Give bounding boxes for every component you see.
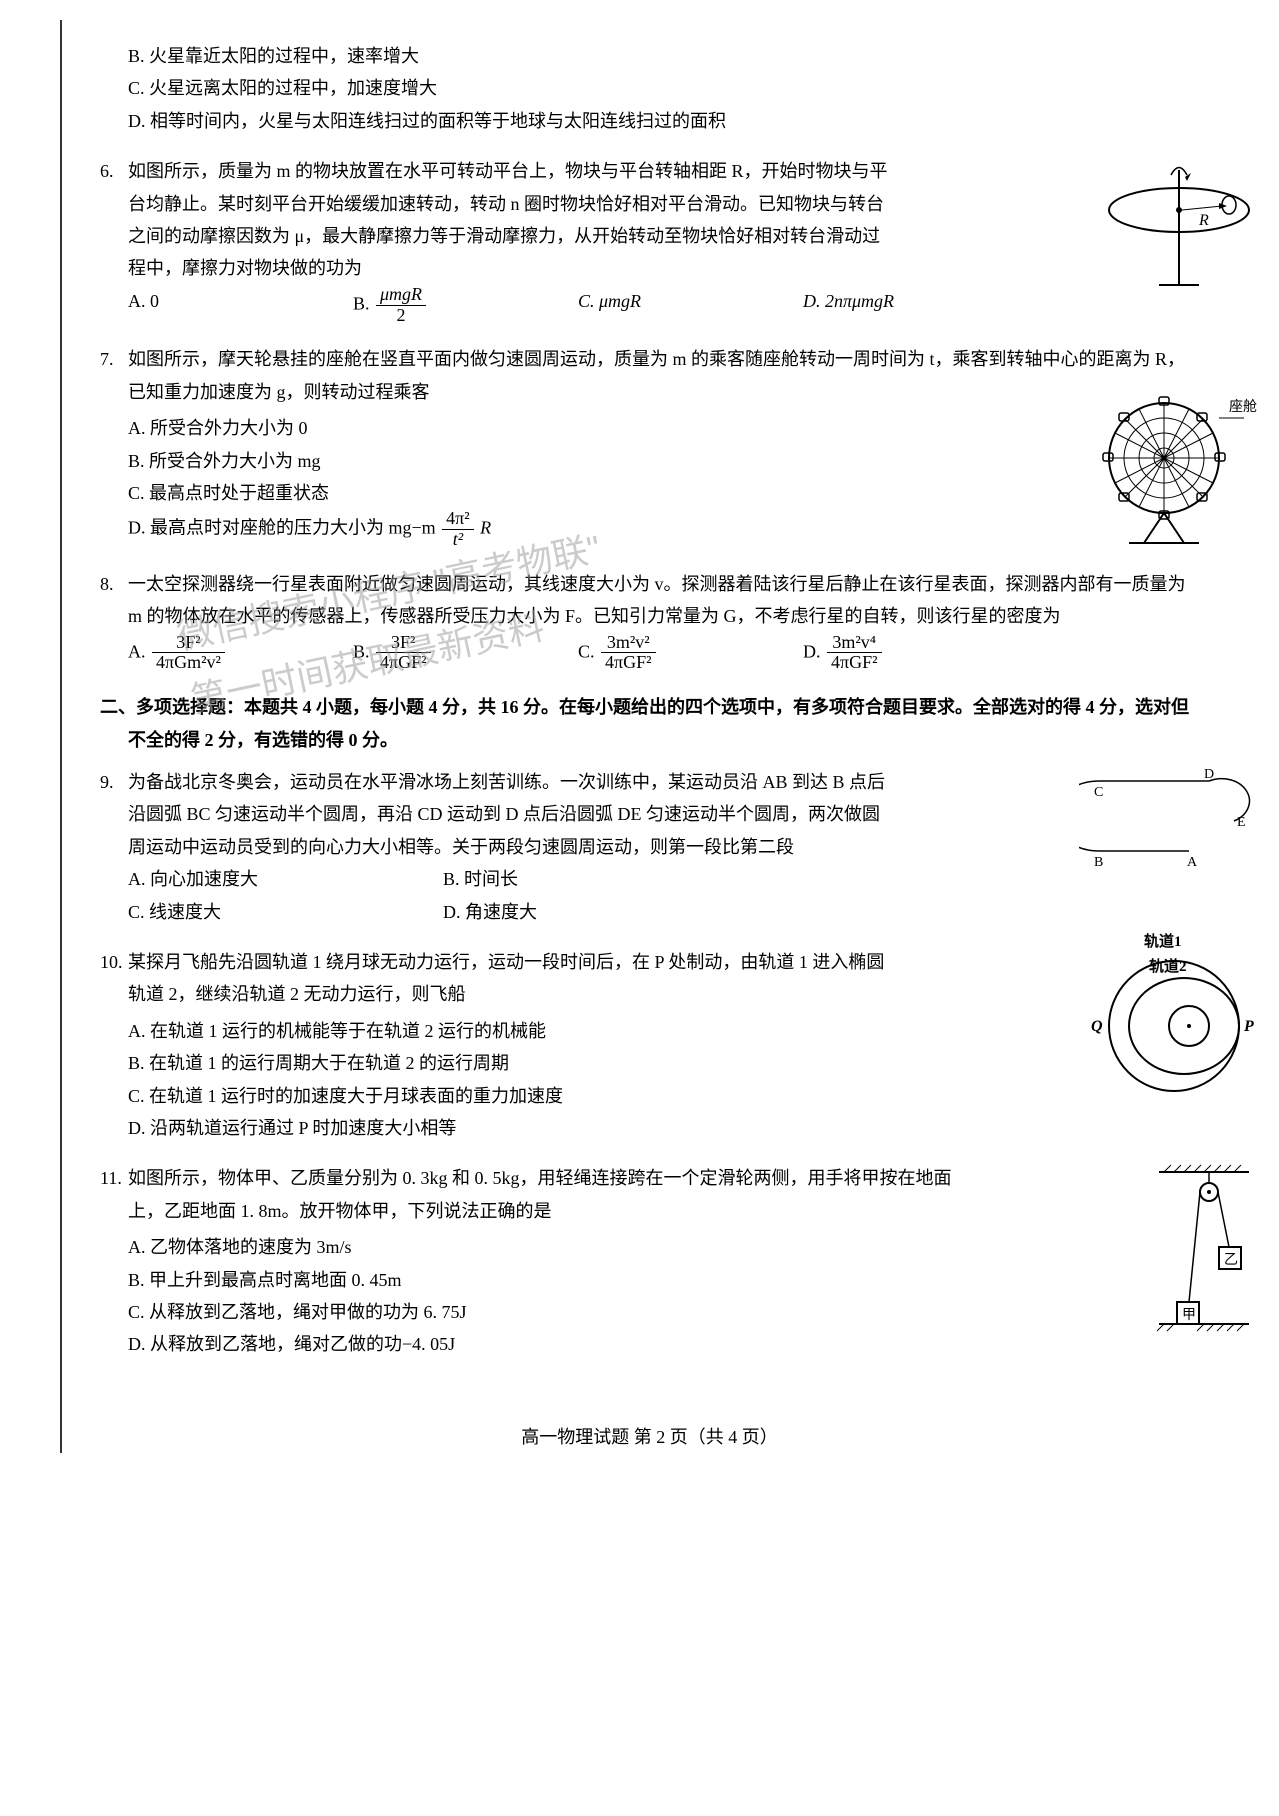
q8-optc-num: 3m²v²: [601, 633, 656, 654]
q9-option-d: D. 角速度大: [443, 896, 758, 928]
q8-number: 8.: [100, 568, 114, 600]
q9-fig-B: B: [1094, 855, 1103, 870]
q10-option-d: D. 沿两轨道运行通过 P 时加速度大小相等: [128, 1112, 1199, 1144]
q8-optd-frac: 3m²v⁴ 4πGF²: [827, 633, 882, 674]
q8-optd-den: 4πGF²: [827, 653, 882, 673]
q8-optb-frac: 3F² 4πGF²: [376, 633, 431, 674]
q10-figure: 轨道1 轨道2 Q P: [1089, 926, 1259, 1116]
q10-option-c: C. 在轨道 1 运行时的加速度大于月球表面的重力加速度: [128, 1080, 1199, 1112]
q8-optc-frac: 3m²v² 4πGF²: [601, 633, 656, 674]
q6-optb-num: μmgR: [376, 285, 426, 306]
q11-fig-yi: 乙: [1224, 1252, 1238, 1268]
q8-optb-den: 4πGF²: [376, 653, 431, 673]
q7-optd-post: R: [480, 518, 491, 538]
q11-number: 11.: [100, 1162, 122, 1194]
q6-optb-pre: B.: [353, 293, 374, 313]
q10-fig-P: P: [1243, 1018, 1254, 1035]
q7-number: 7.: [100, 343, 114, 375]
q8-option-b: B. 3F² 4πGF²: [353, 633, 578, 674]
question-10: 10. 某探月飞船先沿圆轨道 1 绕月球无动力运行，运动一段时间后，在 P 处制…: [100, 946, 1199, 1144]
q9-text: 为备战北京冬奥会，运动员在水平滑冰场上刻苦训练。一次训练中，某运动员沿 AB 到…: [128, 766, 888, 863]
question-8: 8. 一太空探测器绕一行星表面附近做匀速圆周运动，其线速度大小为 v。探测器着陆…: [100, 568, 1199, 673]
q7-fig-label: 座舱: [1229, 399, 1257, 415]
q9-option-b: B. 时间长: [443, 863, 758, 895]
q6-optb-frac: μmgR 2: [376, 285, 426, 326]
q9-option-a: A. 向心加速度大: [128, 863, 443, 895]
q6-number: 6.: [100, 155, 114, 187]
q8-optc-den: 4πGF²: [601, 653, 656, 673]
q10-text: 某探月飞船先沿圆轨道 1 绕月球无动力运行，运动一段时间后，在 P 处制动，由轨…: [128, 946, 888, 1011]
q10-option-a: A. 在轨道 1 运行的机械能等于在轨道 2 运行的机械能: [128, 1015, 1199, 1047]
q8-optd-pre: D.: [803, 641, 825, 661]
question-11: 11. 如图所示，物体甲、乙质量分别为 0. 3kg 和 0. 5kg，用轻绳连…: [100, 1162, 1199, 1360]
q8-opta-frac: 3F² 4πGm²v²: [152, 633, 225, 674]
q7-optd-pre: D. 最高点时对座舱的压力大小为 mg−m: [128, 518, 436, 538]
q6-option-c: C. μmgR: [578, 285, 803, 326]
question-9: 9. 为备战北京冬奥会，运动员在水平滑冰场上刻苦训练。一次训练中，某运动员沿 A…: [100, 766, 1199, 928]
q7-text: 如图所示，摩天轮悬挂的座舱在竖直平面内做匀速圆周运动，质量为 m 的乘客随座舱转…: [128, 343, 1199, 408]
q9-fig-A: A: [1187, 855, 1198, 870]
q11-option-d: D. 从释放到乙落地，绳对乙做的功−4. 05J: [128, 1328, 1199, 1360]
q7-option-d: D. 最高点时对座舱的压力大小为 mg−m 4π² t² R: [128, 509, 1199, 550]
q6-optb-den: 2: [376, 306, 426, 326]
q8-optb-num: 3F²: [376, 633, 431, 654]
q10-fig-Q: Q: [1091, 1018, 1103, 1035]
q9-number: 9.: [100, 766, 114, 798]
q6-text: 如图所示，质量为 m 的物块放置在水平可转动平台上，物块与平台转轴相距 R，开始…: [128, 155, 888, 285]
q10-number: 10.: [100, 946, 123, 978]
q8-optd-num: 3m²v⁴: [827, 633, 882, 654]
q9-fig-D: D: [1204, 767, 1214, 782]
q8-option-a: A. 3F² 4πGm²v²: [128, 633, 353, 674]
q9-option-c: C. 线速度大: [128, 896, 443, 928]
q8-text: 一太空探测器绕一行星表面附近做匀速圆周运动，其线速度大小为 v。探测器着陆该行星…: [128, 568, 1199, 633]
q6-fig-label-R: R: [1198, 212, 1209, 229]
question-6: 6. 如图所示，质量为 m 的物块放置在水平可转动平台上，物块与平台转轴相距 R…: [100, 155, 1199, 325]
q5-option-b: B. 火星靠近太阳的过程中，速率增大: [128, 40, 1199, 72]
q7-option-c: C. 最高点时处于超重状态: [128, 477, 1199, 509]
q11-option-a: A. 乙物体落地的速度为 3m/s: [128, 1231, 1199, 1263]
q8-opta-pre: A.: [128, 641, 150, 661]
q7-optd-den: t²: [442, 530, 473, 550]
q9-fig-E: E: [1237, 815, 1246, 830]
q6-option-d: D. 2nπμmgR: [803, 285, 1028, 326]
q7-option-b: B. 所受合外力大小为 mg: [128, 445, 1199, 477]
q11-text: 如图所示，物体甲、乙质量分别为 0. 3kg 和 0. 5kg，用轻绳连接跨在一…: [128, 1162, 968, 1227]
q11-fig-jia: 甲: [1182, 1308, 1196, 1323]
q5-option-d: D. 相等时间内，火星与太阳连线扫过的面积等于地球与太阳连线扫过的面积: [128, 105, 1199, 137]
page-footer: 高一物理试题 第 2 页（共 4 页）: [100, 1421, 1199, 1453]
q7-figure: 座舱: [1089, 383, 1259, 563]
question-7: 7. 如图所示，摩天轮悬挂的座舱在竖直平面内做匀速圆周运动，质量为 m 的乘客随…: [100, 343, 1199, 550]
q7-optd-num: 4π²: [442, 509, 473, 530]
q8-opta-den: 4πGm²v²: [152, 653, 225, 673]
section-2-header: 二、多项选择题：本题共 4 小题，每小题 4 分，共 16 分。在每小题给出的四…: [128, 691, 1199, 756]
q11-option-c: C. 从释放到乙落地，绳对甲做的功为 6. 75J: [128, 1296, 1199, 1328]
q9-figure: C D E B A: [1079, 766, 1259, 886]
q7-option-a: A. 所受合外力大小为 0: [128, 412, 1199, 444]
q6-option-a: A. 0: [128, 285, 353, 326]
q10-fig-orbit1: 轨道1: [1144, 932, 1182, 950]
q8-opta-num: 3F²: [152, 633, 225, 654]
q8-optc-pre: C.: [578, 641, 599, 661]
question-5-continuation: B. 火星靠近太阳的过程中，速率增大 C. 火星远离太阳的过程中，加速度增大 D…: [100, 40, 1199, 137]
q11-figure: 乙 甲: [1139, 1162, 1259, 1342]
page-left-margin-line: [60, 20, 62, 1453]
q10-fig-orbit2: 轨道2: [1149, 957, 1187, 975]
q8-option-d: D. 3m²v⁴ 4πGF²: [803, 633, 1028, 674]
q8-optb-pre: B.: [353, 641, 374, 661]
q6-option-b: B. μmgR 2: [353, 285, 578, 326]
q9-fig-C: C: [1094, 785, 1103, 800]
q7-optd-frac: 4π² t²: [442, 509, 473, 550]
q6-figure: R: [1099, 155, 1259, 305]
q8-option-c: C. 3m²v² 4πGF²: [578, 633, 803, 674]
q11-option-b: B. 甲上升到最高点时离地面 0. 45m: [128, 1264, 1199, 1296]
q5-option-c: C. 火星远离太阳的过程中，加速度增大: [128, 72, 1199, 104]
q10-option-b: B. 在轨道 1 的运行周期大于在轨道 2 的运行周期: [128, 1047, 1199, 1079]
